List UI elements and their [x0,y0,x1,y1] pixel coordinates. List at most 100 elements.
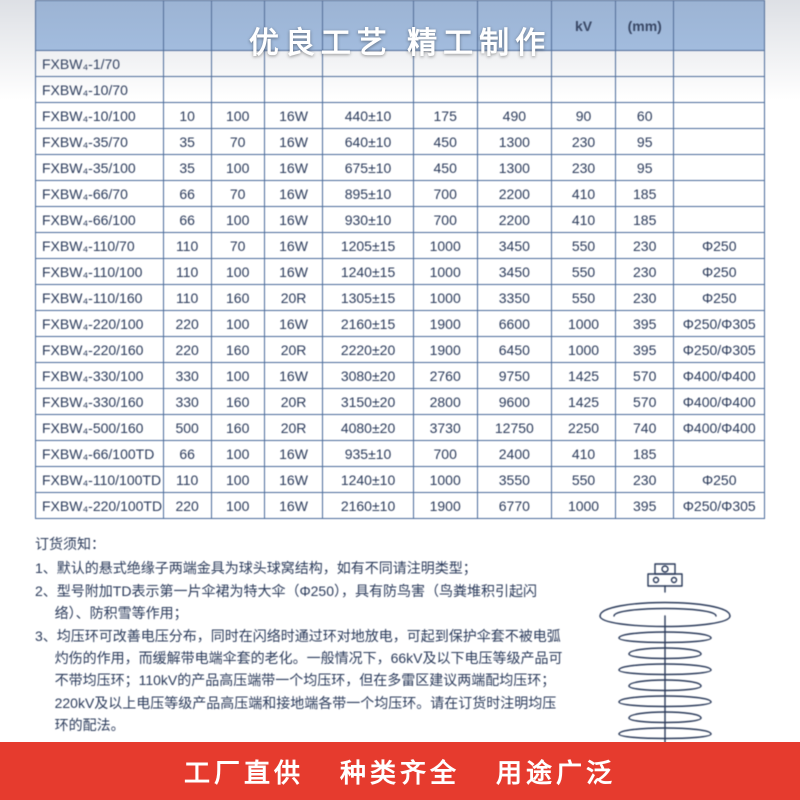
table-cell [323,77,413,103]
table-cell: 640±10 [323,129,413,155]
table-header-cell [36,1,164,51]
table-cell: 160 [211,415,264,441]
table-cell: 95 [615,155,674,181]
table-cell: 185 [615,207,674,233]
table-cell: 100 [211,493,264,519]
table-cell: 160 [211,389,264,415]
notes-item: 2、型号附加TD表示第一片伞裙为特大伞（Φ250），具有防鸟害（鸟粪堆积引起闪络… [35,580,565,625]
table-cell: 570 [615,363,674,389]
table-cell: 10 [163,103,211,129]
table-row: FXBW₄-220/16022016020R2220±2019006450100… [36,337,765,363]
table-cell: 66 [163,207,211,233]
table-cell: 12750 [477,415,551,441]
table-cell: 230 [615,467,674,493]
table-cell [477,51,551,77]
table-cell: 100 [211,363,264,389]
table-cell: 395 [615,337,674,363]
table-cell: FXBW₄-330/160 [36,389,164,415]
table-cell: 16W [264,129,323,155]
table-cell [674,207,765,233]
table-row: FXBW₄-66/100TD6610016W935±10700240041018… [36,441,765,467]
table-cell: 570 [615,389,674,415]
table-cell: 2200 [477,207,551,233]
table-header-row: kV(mm) [36,1,765,51]
table-cell: 160 [211,285,264,311]
table-cell: FXBW₄-330/100 [36,363,164,389]
table-cell: Φ250 [674,467,765,493]
table-cell: 16W [264,311,323,337]
table-row: FXBW₄-110/16011016020R1305±1510003350550… [36,285,765,311]
table-cell [674,77,765,103]
table-cell: 1000 [413,259,477,285]
table-cell: Φ250/Φ305 [674,311,765,337]
table-cell: 20R [264,389,323,415]
table-cell [674,129,765,155]
table-header-cell [163,1,211,51]
notes-item: 1、默认的悬式绝缘子两端金具为球头球窝结构，如有不同请注明类型； [35,557,565,579]
table-cell: 185 [615,181,674,207]
table-cell: 100 [211,103,264,129]
table-cell: 3730 [413,415,477,441]
table-cell: 895±10 [323,181,413,207]
table-cell: 2760 [413,363,477,389]
table-cell: 230 [615,259,674,285]
table-cell: 1300 [477,129,551,155]
table-cell: Φ400/Φ400 [674,363,765,389]
table-cell: 700 [413,207,477,233]
table-cell [674,51,765,77]
table-cell: 3450 [477,233,551,259]
table-header-cell [413,1,477,51]
table-cell: 20R [264,285,323,311]
table-cell: FXBW₄-500/160 [36,415,164,441]
table-cell [674,155,765,181]
table-cell: 1000 [552,311,616,337]
table-cell: 9750 [477,363,551,389]
table-cell: FXBW₄-66/100TD [36,441,164,467]
table-cell: 740 [615,415,674,441]
table-cell: 550 [552,285,616,311]
table-cell: 1205±15 [323,233,413,259]
table-cell: 16W [264,493,323,519]
table-cell [674,181,765,207]
table-cell: FXBW₄-1/70 [36,51,164,77]
table-cell: 550 [552,233,616,259]
table-cell: 6770 [477,493,551,519]
table-cell [413,77,477,103]
table-cell: FXBW₄-10/70 [36,77,164,103]
table-cell: 16W [264,207,323,233]
bottom-banner-b: 种类齐全 [340,753,460,790]
table-row: FXBW₄-35/70357016W640±10450130023095 [36,129,765,155]
bottom-banner: 工厂直供 种类齐全 用途广泛 [0,742,800,800]
table-cell: FXBW₄-66/100 [36,207,164,233]
order-notes: 订货须知： 1、默认的悬式绝缘子两端金具为球头球窝结构，如有不同请注明类型；2、… [35,533,565,737]
table-cell: 450 [413,155,477,181]
table-cell: 220 [163,493,211,519]
table-cell: 700 [413,181,477,207]
table-cell: 110 [163,259,211,285]
table-cell: 100 [211,441,264,467]
table-header-cell [477,1,551,51]
table-cell: 90 [552,103,616,129]
table-cell: 330 [163,389,211,415]
table-header-cell [264,1,323,51]
table-cell: 16W [264,103,323,129]
table-cell: 35 [163,129,211,155]
table-cell: 935±10 [323,441,413,467]
table-cell: 2220±20 [323,337,413,363]
table-header-cell [674,1,765,51]
table-cell: 160 [211,337,264,363]
table-cell: 1900 [413,493,477,519]
table-cell: 16W [264,233,323,259]
table-header-cell [211,1,264,51]
table-row: FXBW₄-330/10033010016W3080±2027609750142… [36,363,765,389]
table-cell: FXBW₄-110/160 [36,285,164,311]
table-row: FXBW₄-10/1001010016W440±101754909060 [36,103,765,129]
table-cell: 3350 [477,285,551,311]
table-cell: 220 [163,337,211,363]
table-cell [163,51,211,77]
table-cell [163,77,211,103]
spec-table-body: FXBW₄-1/70FXBW₄-10/70FXBW₄-10/1001010016… [36,51,765,519]
table-cell: 1240±10 [323,467,413,493]
notes-title: 订货须知： [35,533,565,555]
table-cell: Φ400/Φ400 [674,389,765,415]
